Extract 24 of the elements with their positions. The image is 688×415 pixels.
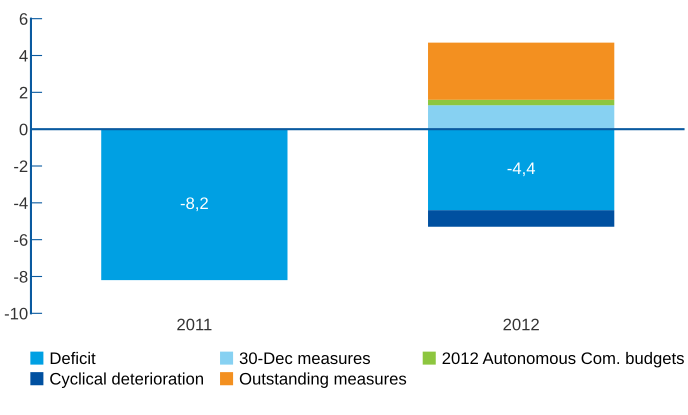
- y-tick-label: -4: [14, 197, 28, 209]
- y-tick-label: 0: [20, 124, 28, 136]
- legend-label: Outstanding measures: [240, 372, 406, 388]
- legend-label: 2012 Autonomous Com. budgets: [442, 352, 684, 368]
- bar: [428, 100, 614, 106]
- bar: [428, 210, 614, 227]
- data-label: -8,2: [180, 197, 208, 212]
- bar: [428, 42, 614, 100]
- legend-label: Deficit: [50, 352, 96, 364]
- legend-label: Cyclical deterioration: [50, 372, 203, 388]
- y-tick-label: -2: [14, 160, 28, 172]
- y-tick-label: 4: [19, 50, 28, 62]
- x-tick-label: 2011: [177, 318, 212, 330]
- y-tick-label: -6: [14, 234, 28, 246]
- data-label: -4,4: [508, 162, 536, 176]
- y-tick-label: 2: [20, 86, 28, 98]
- y-tick-label: 6: [20, 13, 28, 25]
- bar: [101, 129, 288, 280]
- legend-label: 30-Dec measures: [240, 352, 370, 364]
- x-tick-label: 2012: [503, 318, 539, 330]
- bar: [428, 129, 614, 210]
- y-tick-label: -8: [14, 270, 28, 283]
- bar: [428, 105, 614, 130]
- y-tick-label: -10: [4, 308, 28, 320]
